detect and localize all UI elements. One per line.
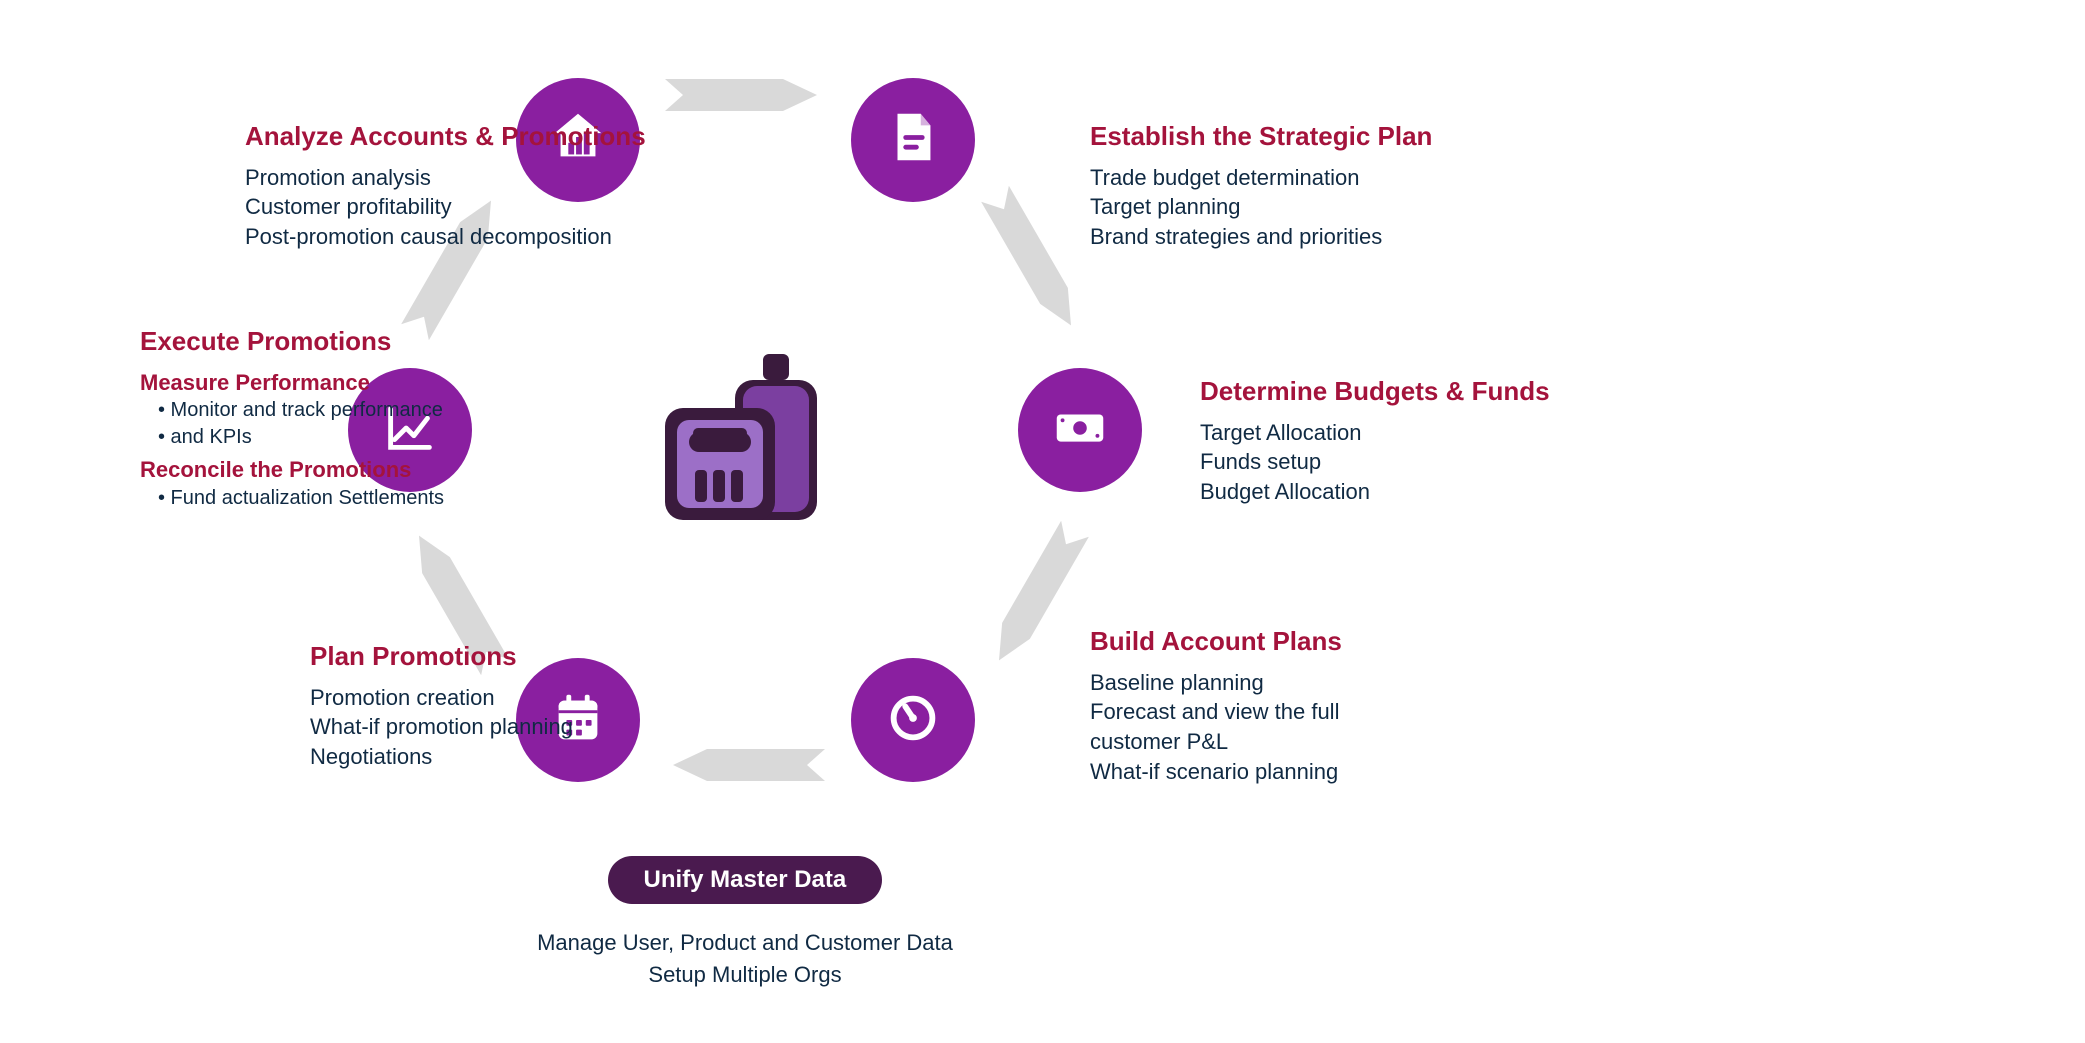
cycle-arrow [665,71,825,119]
cycle-subhead: Reconcile the Promotions [140,455,540,485]
cycle-bullet: • Fund actualization Settlements [140,485,540,512]
cycle-text-budgets: Determine Budgets & Funds Target Allocati… [1200,375,1620,507]
cycle-bullet: • and KPIs [140,424,540,451]
cycle-body-line: Budget Allocation [1200,477,1620,507]
cycle-body-line: Post-promotion causal decomposition [245,222,685,252]
gauge-icon [882,687,944,754]
cycle-body-line: customer P&L [1090,727,1490,757]
cycle-text-account: Build Account Plans Baseline planningFore… [1090,625,1490,786]
cycle-node-account [851,658,975,782]
cycle-body-line: Brand strategies and priorities [1090,222,1530,252]
cycle-text-plan: Plan Promotions Promotion creationWhat-if… [310,640,690,772]
cycle-subhead: Measure Performance [140,368,540,398]
cycle-body-line: Target planning [1090,192,1530,222]
cycle-title: Execute Promotions [140,325,540,358]
cycle-title: Determine Budgets & Funds [1200,375,1620,408]
footer-line: Setup Multiple Orgs [445,962,1045,988]
cycle-body-line: Trade budget determination [1090,163,1530,193]
cycle-body-line: Negotiations [310,742,690,772]
cycle-body-line: What-if scenario planning [1090,757,1490,787]
cycle-body-line: What-if promotion planning [310,712,690,742]
cycle-node-establish [851,78,975,202]
cycle-title: Build Account Plans [1090,625,1490,658]
cycle-body-line: Forecast and view the full [1090,697,1490,727]
footer-pill: Unify Master Data [608,856,883,904]
cycle-arrow [974,181,1096,344]
cycle-title: Establish the Strategic Plan [1090,120,1530,153]
cycle-arrow [974,516,1096,679]
cycle-body-line: Customer profitability [245,192,685,222]
cycle-text-analyze: Analyze Accounts & Promotions Promotion a… [245,120,685,252]
cycle-title: Plan Promotions [310,640,690,673]
cycle-body-line: Funds setup [1200,447,1620,477]
cycle-body-line: Target Allocation [1200,418,1620,448]
cycle-bullet: • Monitor and track performance [140,397,540,424]
footer-line: Manage User, Product and Customer Data [445,930,1045,956]
cycle-text-execute: Execute Promotions Measure Performance• M… [140,325,540,512]
cycle-body-line: Baseline planning [1090,668,1490,698]
center-product-icon [625,310,865,550]
cycle-body-line: Promotion analysis [245,163,685,193]
money-icon [1049,397,1111,464]
cycle-text-establish: Establish the Strategic Plan Trade budget… [1090,120,1530,252]
document-icon [882,106,944,173]
cycle-body-line: Promotion creation [310,683,690,713]
cycle-title: Analyze Accounts & Promotions [245,120,685,153]
cycle-node-budgets [1018,368,1142,492]
